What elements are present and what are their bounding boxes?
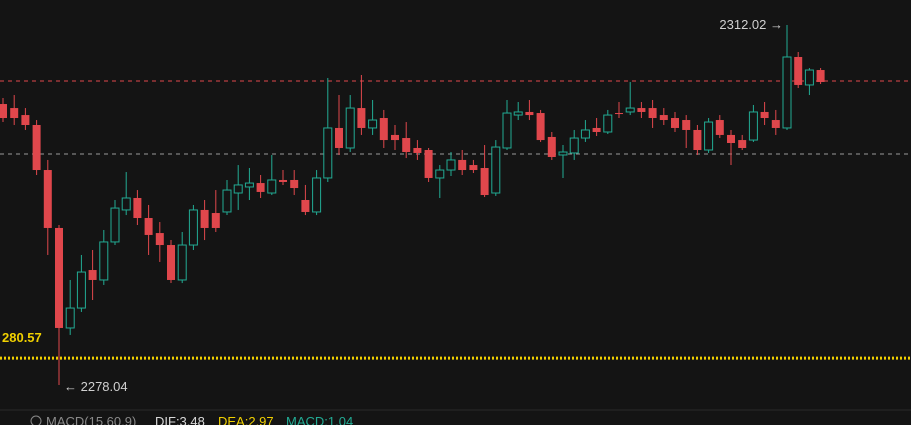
candle-body [345,107,355,149]
candle-body [603,114,613,133]
candle-body [580,129,590,139]
candle-body [446,159,456,171]
candle-body [312,177,322,213]
candle-body [290,179,299,189]
candle-body [569,137,579,154]
candle-body [760,111,769,119]
candle-body [558,151,568,156]
candle-body [804,69,814,86]
candle-body [469,165,478,171]
candle-body [155,233,164,246]
candle-body [525,111,534,116]
candle-body [648,108,657,119]
candle-body [637,108,646,112]
candle-body [682,120,691,130]
candle-body [244,182,254,188]
indicator-icon [30,415,42,425]
candle-body [167,245,175,280]
candle-body [357,108,366,128]
candle-body [144,218,153,235]
candle-body [547,136,556,157]
candle-body [21,115,30,125]
min-label: ← 2278.04 [64,379,128,394]
candle-body [200,209,209,228]
candle-body [592,127,601,132]
candle-body [222,189,232,213]
candle-body [738,140,747,148]
candle-body [748,111,758,141]
candle-body [10,108,19,119]
candle-body [771,120,780,128]
candle-body [693,129,702,150]
candle-body [816,70,825,82]
indicator-macd: MACD:1.04 [286,414,353,425]
candle-body [513,111,523,116]
candle-body [121,197,131,211]
max-label: 2312.02 → [719,17,783,32]
candle-body [435,169,445,179]
indicator-name: MACD(15,60,9) [46,414,136,425]
candle-body [480,168,489,196]
indicator-dea: DEA:2.97 [218,414,274,425]
candle-body [715,120,724,135]
candle-body [133,197,142,219]
candle-body [177,244,187,281]
candle-body [502,112,512,149]
candle-body [76,271,86,309]
candle-body [301,200,310,212]
candle-body [659,115,668,121]
candle-body [99,241,109,281]
candle-body [267,179,277,194]
price-line-label: 280.57 [2,330,42,345]
candle-body [110,207,120,243]
candle-body [279,179,287,182]
candle-body [32,125,41,171]
candle-body [625,107,635,113]
candle-body [458,159,467,171]
indicator-dif: DIF:3.48 [155,414,205,425]
candle-body [233,184,243,194]
candle-body [391,134,399,141]
candle-body [491,146,501,194]
candle-body [323,127,333,179]
candle-body [704,121,714,151]
candle-body [55,227,63,328]
candle-body [424,150,433,178]
candle-body [615,113,623,115]
candle-body [413,147,422,153]
candle-body [211,213,220,228]
candle-body [88,270,97,280]
candle-body [368,119,378,129]
candle-body [727,134,735,144]
candle-body [335,127,343,148]
candle-body [402,138,411,153]
candle-body [0,104,7,119]
candle-body [794,56,803,85]
candle-body [671,118,679,128]
candle-body [782,56,792,129]
candle-body [536,113,545,141]
candle-body [256,183,265,192]
candle-body [65,307,75,329]
candle-body [188,209,198,246]
candle-body [379,118,388,141]
candle-body [43,170,52,228]
